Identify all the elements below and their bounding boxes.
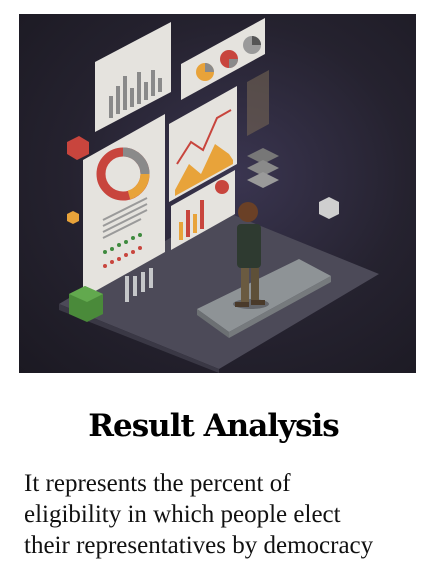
analytics-illustration-graphic bbox=[59, 18, 379, 373]
analytics-illustration bbox=[19, 14, 416, 373]
platform-shape bbox=[197, 259, 331, 332]
person-figure bbox=[233, 202, 269, 309]
card-title: Result Analysis bbox=[88, 408, 340, 444]
bar-chart-panel bbox=[95, 22, 171, 132]
floor-shape bbox=[59, 209, 379, 369]
card-description: It represents the percent of eligibility… bbox=[24, 470, 374, 559]
